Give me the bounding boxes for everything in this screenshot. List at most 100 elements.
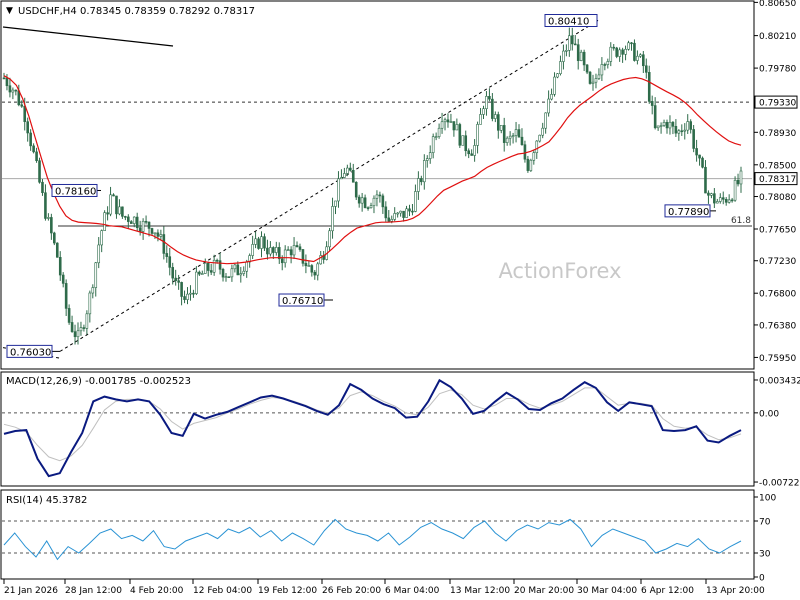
candle-body bbox=[159, 234, 163, 237]
candle-body bbox=[541, 127, 544, 136]
candle-body bbox=[437, 127, 441, 137]
candle-body bbox=[307, 265, 311, 267]
candle-body bbox=[100, 230, 103, 246]
macd-tick-label: 0.00 bbox=[759, 409, 779, 419]
candle-body bbox=[106, 212, 109, 215]
price-highlight-box bbox=[754, 172, 798, 186]
candle-body bbox=[467, 150, 470, 155]
candle-body bbox=[266, 247, 269, 255]
fib-label: 61.8 bbox=[731, 216, 751, 226]
candle-body bbox=[58, 257, 62, 276]
candle-body bbox=[520, 136, 524, 146]
time-axis: 21 Jan 2026 28 Jan 12:00 4 Feb 20:00 12 Feb… bbox=[3, 579, 765, 596]
candle-body bbox=[11, 89, 15, 93]
candle-body bbox=[118, 206, 121, 215]
candle-body bbox=[156, 232, 160, 237]
candle-body bbox=[582, 51, 586, 66]
candle-body bbox=[502, 125, 506, 143]
time-tick-label: 28 Jan 12:00 bbox=[65, 586, 122, 596]
candle-body bbox=[209, 270, 213, 273]
candle-body bbox=[568, 35, 571, 51]
candle-body bbox=[434, 136, 438, 138]
candle-body bbox=[369, 205, 373, 209]
candle-body bbox=[375, 194, 379, 199]
candle-body bbox=[597, 74, 601, 79]
price-tick-label: 0.80650 bbox=[759, 0, 796, 9]
price-annotations: 0.80410 0.78160 0.76710 0.76030 0.77890 61.8 bbox=[6, 14, 751, 358]
candle-body bbox=[650, 101, 654, 106]
candle-body bbox=[417, 178, 420, 192]
candle-body bbox=[618, 49, 621, 57]
moving-average-path bbox=[3, 75, 742, 265]
candle-body bbox=[615, 47, 618, 57]
candle-body bbox=[260, 236, 263, 249]
annotation-box bbox=[278, 293, 325, 307]
candle-body bbox=[428, 152, 432, 159]
candle-body bbox=[357, 196, 361, 204]
chart-ohlc: 0.78345 0.78359 0.78292 0.78317 bbox=[80, 6, 255, 17]
candle-body bbox=[203, 262, 207, 274]
candle-body bbox=[5, 77, 9, 87]
candle-body bbox=[393, 213, 396, 220]
candle-body bbox=[659, 125, 663, 127]
candle-body bbox=[354, 181, 358, 198]
candle-body bbox=[195, 271, 198, 294]
candle-body bbox=[82, 327, 86, 329]
candle-body bbox=[286, 249, 290, 251]
candle-body bbox=[304, 263, 308, 267]
candle-body bbox=[298, 246, 302, 250]
candle-body bbox=[2, 77, 6, 80]
candle-body bbox=[544, 112, 547, 129]
candle-body bbox=[662, 121, 666, 126]
candle-body bbox=[585, 64, 589, 73]
candle-body bbox=[562, 50, 565, 62]
rsi-axis: 100 70 30 0 bbox=[754, 494, 776, 584]
candle-body bbox=[61, 274, 65, 284]
candle-body bbox=[464, 135, 468, 152]
candle-body bbox=[97, 244, 101, 264]
candle-body bbox=[420, 178, 423, 183]
candle-body bbox=[94, 262, 98, 288]
candle-body bbox=[168, 256, 172, 268]
rsi-tick-label: 0 bbox=[759, 574, 765, 584]
candle-body bbox=[239, 273, 243, 276]
candle-body bbox=[733, 179, 737, 201]
candle-body bbox=[289, 249, 293, 256]
candle-body bbox=[547, 98, 550, 114]
candle-body bbox=[313, 271, 317, 276]
candle-body bbox=[494, 114, 497, 119]
annotation-label: 0.76030 bbox=[10, 347, 51, 358]
candle-body bbox=[713, 193, 716, 204]
candle-body bbox=[360, 197, 364, 204]
time-tick-label: 12 Feb 04:00 bbox=[193, 586, 252, 596]
candle-body bbox=[26, 121, 29, 134]
candle-body bbox=[701, 157, 704, 168]
rsi-tick-label: 100 bbox=[759, 494, 776, 504]
candle-body bbox=[38, 160, 41, 183]
price-tick-label: 0.78930 bbox=[759, 129, 796, 139]
candle-body bbox=[603, 64, 607, 66]
macd-axis: 0.003432 0.00 -0.007223 bbox=[754, 376, 800, 489]
candle-body bbox=[257, 238, 260, 249]
candle-body bbox=[496, 114, 500, 131]
candle-body bbox=[91, 287, 95, 294]
candle-body bbox=[378, 194, 382, 197]
candle-body bbox=[677, 130, 681, 134]
candle-body bbox=[402, 210, 405, 218]
macd-main-line bbox=[3, 378, 742, 478]
candle-body bbox=[671, 121, 675, 127]
candle-body bbox=[431, 136, 435, 153]
candle-body bbox=[488, 96, 491, 100]
time-tick-label: 20 Mar 20:00 bbox=[514, 586, 574, 596]
price-tick-label: 0.79330 bbox=[759, 99, 796, 109]
candle-body bbox=[716, 201, 719, 204]
price-tick-label: 0.78500 bbox=[759, 161, 796, 171]
candle-body bbox=[224, 276, 228, 278]
candle-body bbox=[150, 228, 154, 234]
candle-body bbox=[198, 271, 201, 275]
candle-body bbox=[76, 330, 80, 338]
candle-body bbox=[674, 126, 678, 134]
collapse-arrow-icon[interactable]: ▼ bbox=[6, 6, 13, 16]
candle-body bbox=[630, 42, 633, 45]
price-candles bbox=[2, 27, 743, 345]
